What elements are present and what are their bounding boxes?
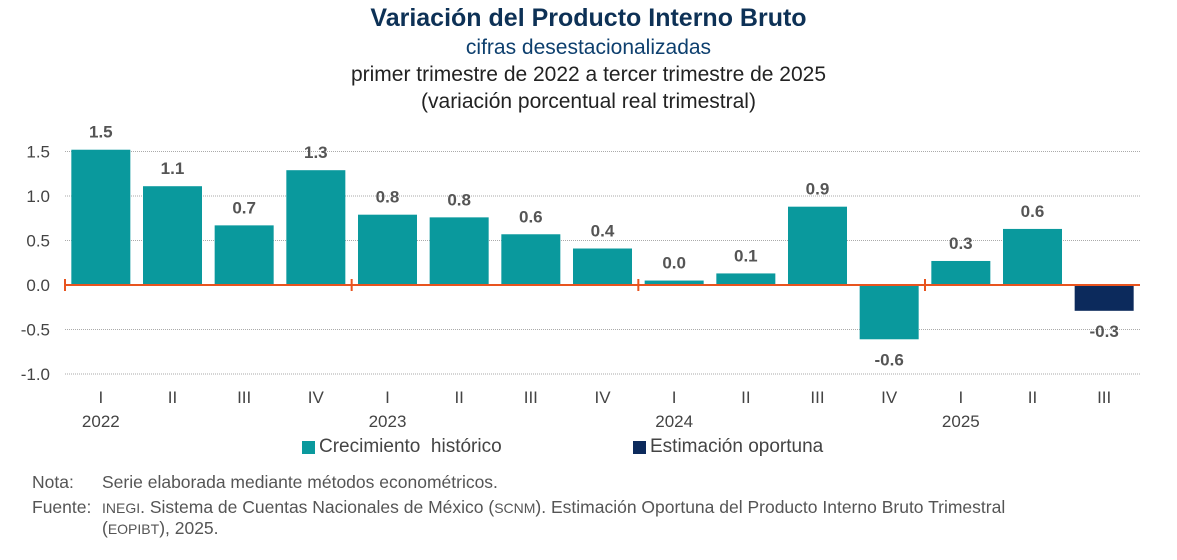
data-label: 0.7 <box>232 198 256 217</box>
source-part: ( <box>102 518 108 538</box>
legend-item-estimacion: Estimación oportuna <box>633 436 823 458</box>
chart-subtitle-3: (variación porcentual real trimestral) <box>421 90 756 113</box>
source-part: ). Estimación Oportuna del Producto Inte… <box>535 497 1006 517</box>
bar <box>859 285 919 340</box>
y-tick-label: 0.5 <box>26 232 50 251</box>
x-tick-label: I <box>385 388 390 407</box>
note-line: Nota: Serie elaborada mediante métodos ec… <box>32 472 498 493</box>
x-year-label: 2024 <box>655 412 693 431</box>
bar <box>1003 228 1062 285</box>
note-label: Nota: <box>32 472 74 492</box>
x-tick-label: I <box>98 388 103 407</box>
bar <box>788 206 847 285</box>
legend-label: Estimación oportuna <box>650 436 824 457</box>
source-part: SCNM <box>494 500 536 516</box>
x-tick-label: IV <box>881 388 898 407</box>
bar-plot: 1.51.00.50.0-0.5-1.01.5I1.1II0.7III1.3IV… <box>21 123 1140 431</box>
x-year-label: 2022 <box>82 412 120 431</box>
x-tick-label: II <box>741 388 750 407</box>
legend-swatch-estimacion <box>633 440 646 454</box>
x-tick-label: III <box>524 388 538 407</box>
y-tick-label: -1.0 <box>21 365 50 384</box>
data-label: 0.6 <box>1021 202 1045 221</box>
source-part: EOPIBT <box>107 521 160 537</box>
legend-swatch-historico <box>302 440 315 454</box>
bar <box>429 217 489 285</box>
bar <box>71 149 131 285</box>
chart-subtitle-2: primer trimestre de 2022 a tercer trimes… <box>350 63 827 86</box>
x-tick-label: III <box>810 388 824 407</box>
data-label: -0.3 <box>1090 322 1119 341</box>
x-tick-label: III <box>1097 388 1111 407</box>
legend-label: Crecimiento histórico <box>319 436 502 457</box>
source-part: ), 2025. <box>159 518 219 538</box>
source-label: Fuente: <box>32 497 92 517</box>
bar <box>214 225 274 285</box>
data-label: 1.1 <box>161 159 185 178</box>
data-label: 0.3 <box>949 234 973 253</box>
data-label: -0.6 <box>875 350 904 369</box>
data-label: 0.9 <box>806 180 830 199</box>
data-label: 1.3 <box>304 143 328 162</box>
bar <box>1074 285 1134 311</box>
x-tick-label: IV <box>308 388 325 407</box>
data-label: 0.6 <box>519 207 543 226</box>
data-label: 1.5 <box>89 123 113 142</box>
x-tick-label: II <box>454 388 463 407</box>
y-tick-label: 0.0 <box>26 276 50 295</box>
bar <box>931 260 991 285</box>
x-tick-label: II <box>168 388 177 407</box>
x-tick-label: IV <box>594 388 611 407</box>
data-label: 0.8 <box>376 188 400 207</box>
y-tick-label: -0.5 <box>21 321 50 340</box>
x-tick-label: I <box>672 388 677 407</box>
bar <box>501 234 561 285</box>
data-label: 0.0 <box>662 254 686 273</box>
y-tick-label: 1.0 <box>26 187 50 206</box>
data-label: 0.4 <box>591 222 615 241</box>
x-tick-label: II <box>1028 388 1037 407</box>
x-year-label: 2025 <box>942 412 980 431</box>
chart-title: Variación del Producto Interno Bruto <box>370 4 807 32</box>
legend-item-historico: Crecimiento histórico <box>302 436 502 458</box>
source-part: INEGI <box>102 500 141 516</box>
data-label: 0.8 <box>447 190 471 209</box>
bar <box>143 186 202 285</box>
chart-subtitle-1: cifras desestacionalizadas <box>465 36 712 59</box>
x-tick-label: III <box>237 388 251 407</box>
bar <box>286 170 346 285</box>
bar <box>644 280 704 285</box>
bar <box>358 214 417 285</box>
x-tick-label: I <box>958 388 963 407</box>
bar <box>716 273 776 285</box>
x-year-label: 2023 <box>369 412 407 431</box>
bar <box>573 248 632 285</box>
y-tick-label: 1.5 <box>26 143 50 162</box>
note-text: Serie elaborada mediante métodos economé… <box>102 472 498 492</box>
source-part: . Sistema de Cuentas Nacionales de Méxic… <box>140 497 495 517</box>
source-line: Fuente: INEGI. Sistema de Cuentas Naciona… <box>32 497 1152 539</box>
data-label: 0.1 <box>734 246 758 265</box>
